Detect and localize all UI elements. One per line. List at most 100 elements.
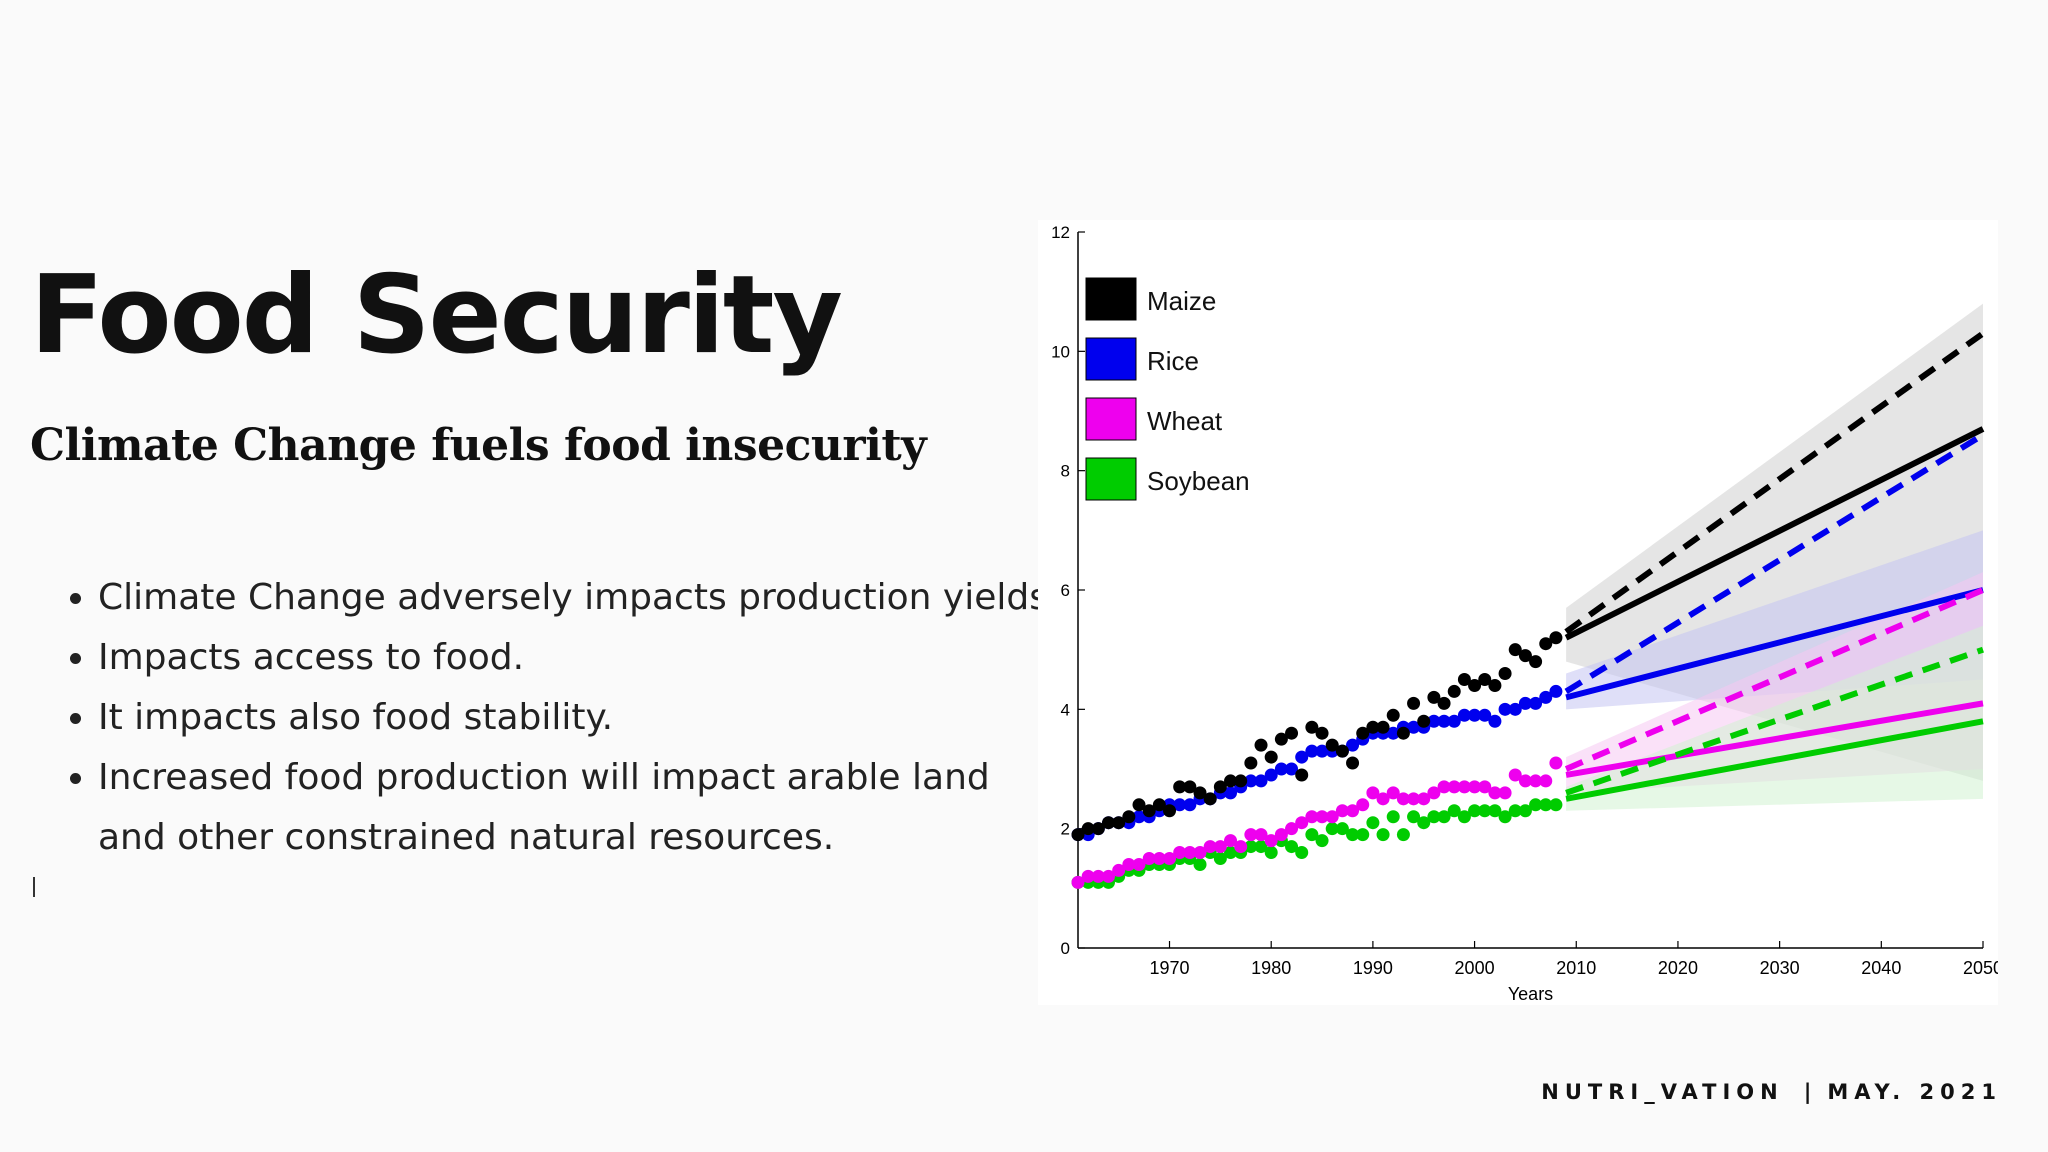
data-point-maize [1417, 714, 1431, 728]
data-point-wheat [1183, 846, 1197, 860]
bullet-list: Climate Change adversely impacts product… [60, 568, 1068, 868]
data-point-maize [1224, 774, 1238, 788]
data-point-soybean [1224, 846, 1238, 860]
data-point-rice [1295, 750, 1309, 764]
legend-label: Maize [1147, 286, 1216, 316]
data-point-wheat [1112, 863, 1126, 877]
observed-series-wheat [1071, 756, 1563, 889]
y-tick-label: 4 [1061, 700, 1070, 719]
legend-label: Soybean [1147, 466, 1250, 496]
data-point-maize [1183, 780, 1197, 794]
bullet-item: Increased food production will impact ar… [98, 748, 1068, 868]
data-point-rice [1427, 714, 1441, 728]
data-point-soybean [1498, 810, 1512, 824]
data-point-soybean [1264, 846, 1278, 860]
x-tick-label: 2050 [1963, 958, 1998, 978]
data-point-maize [1234, 774, 1248, 788]
data-point-maize [1244, 756, 1258, 770]
data-point-maize [1071, 828, 1085, 842]
y-tick-label: 10 [1051, 342, 1070, 361]
data-point-wheat [1274, 828, 1288, 842]
data-point-rice [1305, 744, 1319, 758]
data-point-wheat [1508, 768, 1522, 782]
data-point-maize [1407, 696, 1421, 710]
projection-bands [1566, 303, 1983, 811]
data-point-maize [1498, 667, 1512, 681]
x-tick-label: 2020 [1658, 958, 1698, 978]
data-point-soybean [1335, 822, 1349, 836]
x-axis-label: Years [1508, 984, 1553, 1004]
data-point-wheat [1498, 786, 1512, 800]
data-point-maize [1102, 816, 1116, 830]
data-point-wheat [1478, 780, 1492, 794]
data-point-wheat [1091, 869, 1105, 883]
data-point-rice [1224, 786, 1238, 800]
data-point-soybean [1468, 804, 1482, 818]
footer-brand: NUTRI_VATION [1541, 1080, 1784, 1104]
data-point-soybean [1213, 852, 1227, 865]
data-point-soybean [1539, 798, 1553, 812]
data-point-soybean [1295, 846, 1309, 860]
data-point-wheat [1152, 852, 1166, 865]
data-point-rice [1346, 738, 1360, 752]
data-point-soybean [1407, 810, 1421, 824]
projection-dashed-line-soybean [1565, 646, 1984, 796]
y-tick-label: 12 [1051, 223, 1070, 242]
data-point-wheat [1488, 786, 1502, 800]
data-point-soybean [1315, 834, 1329, 848]
legend-label: Rice [1147, 346, 1199, 376]
data-point-maize [1529, 655, 1543, 669]
data-point-wheat [1122, 857, 1136, 871]
data-point-rice [1468, 708, 1482, 722]
data-point-maize [1152, 798, 1166, 812]
data-point-soybean [1244, 840, 1258, 854]
slide-title: Food Security [30, 253, 843, 378]
data-point-maize [1193, 786, 1207, 800]
data-point-soybean [1437, 810, 1451, 824]
data-point-maize [1457, 673, 1471, 686]
bullet-item: Impacts access to food. [98, 628, 1068, 688]
data-point-rice [1529, 696, 1543, 710]
projection-solid-line-maize [1564, 426, 1985, 641]
x-tick-label: 2040 [1861, 958, 1901, 978]
data-point-rice [1549, 684, 1563, 698]
x-tick-label: 1980 [1251, 958, 1291, 978]
x-tick-label: 1970 [1149, 958, 1189, 978]
data-point-soybean [1396, 828, 1410, 842]
data-point-maize [1315, 726, 1329, 740]
data-point-maize [1295, 768, 1309, 782]
data-point-soybean [1508, 804, 1522, 818]
data-point-rice [1285, 762, 1299, 776]
data-point-wheat [1305, 810, 1319, 824]
projection-solid-line-rice [1565, 587, 1984, 701]
data-point-soybean [1518, 804, 1532, 818]
x-tick-label: 2010 [1556, 958, 1596, 978]
legend-label: Wheat [1147, 406, 1223, 436]
data-point-soybean [1305, 828, 1319, 842]
data-point-soybean [1193, 857, 1207, 871]
data-point-maize [1112, 816, 1126, 830]
data-point-maize [1437, 696, 1451, 710]
text-cursor [33, 877, 35, 897]
data-point-wheat [1213, 840, 1227, 854]
y-tick-label: 8 [1061, 462, 1070, 481]
data-point-wheat [1102, 869, 1116, 883]
data-point-rice [1183, 798, 1197, 812]
data-point-soybean [1366, 816, 1380, 830]
data-point-wheat [1163, 852, 1177, 865]
data-point-soybean [1325, 822, 1339, 836]
data-point-wheat [1071, 875, 1085, 889]
data-point-soybean [1285, 840, 1299, 854]
bullet-item: Climate Change adversely impacts product… [98, 568, 1068, 628]
data-point-rice [1539, 690, 1553, 704]
data-point-rice [1508, 702, 1522, 716]
data-point-maize [1305, 720, 1319, 734]
data-point-maize [1335, 744, 1349, 758]
data-point-wheat [1325, 810, 1339, 824]
data-point-wheat [1396, 792, 1410, 806]
data-point-wheat [1529, 774, 1543, 788]
data-point-maize [1264, 750, 1278, 764]
data-point-wheat [1386, 786, 1400, 800]
data-point-rice [1315, 744, 1329, 758]
data-point-soybean [1529, 798, 1543, 812]
